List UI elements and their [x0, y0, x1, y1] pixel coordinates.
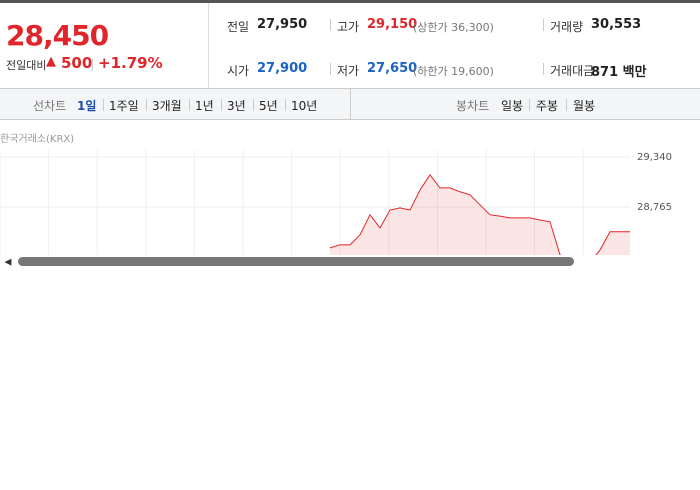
stat-value: 27,900	[257, 61, 308, 76]
separator	[285, 99, 286, 111]
separator	[330, 63, 331, 75]
chart-toolbar: 선차트 1일 1주일 3개월 1년 3년 5년 10년 봉차트 일봉 주봉 월봉	[0, 88, 700, 120]
separator	[529, 99, 530, 111]
candle-chart-label: 봉차트	[456, 99, 490, 113]
price-line	[329, 173, 630, 255]
separator	[146, 99, 147, 111]
period-tab[interactable]: 10년	[291, 99, 318, 113]
divider	[350, 89, 351, 119]
stat-value: 30,553	[591, 17, 642, 32]
period-tab[interactable]: 3년	[227, 99, 246, 113]
change-label: 전일대비	[6, 59, 47, 72]
stat-label: 고가	[337, 20, 360, 34]
separator	[92, 59, 93, 71]
price-box: 28,450 전일대비 ▲ 500 +1.79%	[0, 3, 209, 88]
change: 500	[61, 54, 93, 72]
area	[330, 174, 630, 255]
stat-label: 저가	[337, 64, 360, 78]
stat-label: 시가	[227, 64, 250, 78]
period-tab[interactable]: 1일	[77, 99, 97, 113]
separator	[543, 63, 544, 75]
quote-panel: 28,450 전일대비 ▲ 500 +1.79% 전일 27,950 고가 29,15…	[0, 0, 700, 88]
period-tab[interactable]: 5년	[259, 99, 278, 113]
period-tab[interactable]: 1주일	[109, 99, 139, 113]
separator	[543, 19, 544, 31]
y-tick-label: 29,340	[637, 152, 672, 163]
separator	[221, 99, 222, 111]
stat-label: 거래량	[550, 20, 584, 34]
separator	[253, 99, 254, 111]
stat-note: (상한가 36,300)	[413, 21, 494, 34]
candle-tab[interactable]: 주봉	[536, 99, 559, 113]
line-chart-label: 선차트	[33, 99, 67, 113]
up-icon: ▲	[46, 54, 56, 69]
chart: ◀ 29,340 28,765	[0, 150, 672, 268]
stat-label: 전일	[227, 20, 250, 34]
separator	[189, 99, 190, 111]
scroll-left[interactable]: ◀	[5, 258, 12, 268]
stat-value: 29,150	[367, 17, 418, 32]
source: 한국거래소(KRX)	[0, 134, 75, 145]
stat-label: 거래대금	[550, 64, 595, 78]
separator	[330, 19, 331, 31]
scrollbar[interactable]	[18, 257, 574, 266]
period-tab[interactable]: 1년	[195, 99, 214, 113]
stat-value: 27,650	[367, 61, 418, 76]
stat-value: 871 백만	[591, 65, 647, 80]
period-tab[interactable]: 3개월	[152, 99, 182, 113]
price: 28,450	[6, 19, 109, 52]
stat-note: (하한가 19,600)	[413, 65, 494, 78]
stat-value: 27,950	[257, 17, 308, 32]
candle-tab[interactable]: 월봉	[573, 99, 596, 113]
change-rate: +1.79%	[98, 54, 163, 72]
y-tick-label: 28,765	[637, 202, 672, 213]
separator	[103, 99, 104, 111]
candle-tab[interactable]: 일봉	[501, 99, 524, 113]
separator	[566, 99, 567, 111]
